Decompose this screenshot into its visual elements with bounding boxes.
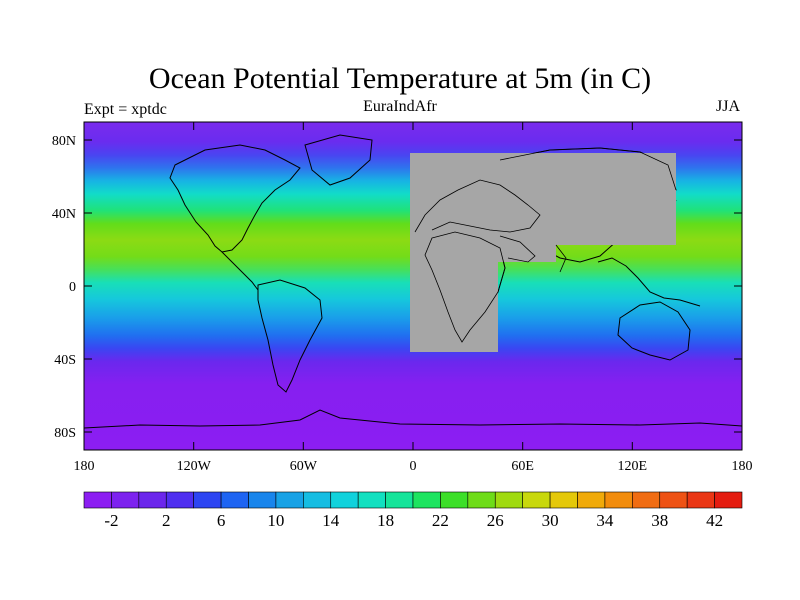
colorbar-swatch xyxy=(165,491,194,509)
colorbar-label: 42 xyxy=(706,511,723,530)
colorbar-swatch xyxy=(248,491,277,509)
coastline-antarctica xyxy=(84,409,742,429)
coastline-south-america xyxy=(257,279,323,393)
lat-tick-label: 40S xyxy=(54,353,76,368)
season-label: JJA xyxy=(715,98,740,115)
colorbar-swatch xyxy=(303,491,332,509)
colorbar-swatch xyxy=(522,491,551,509)
experiment-label: Expt = xptdc xyxy=(84,101,167,118)
lon-tick-label: 0 xyxy=(410,459,417,474)
colorbar-label: 10 xyxy=(267,511,284,530)
lon-ticks xyxy=(83,122,743,450)
coastline-north-america xyxy=(169,144,301,253)
lon-tick-label: 60W xyxy=(290,459,318,474)
coastline-arabia xyxy=(499,235,536,263)
lon-tick-label: 60E xyxy=(511,459,534,474)
colorbar-swatch xyxy=(83,491,112,509)
colorbar-swatch xyxy=(440,491,469,509)
colorbar-swatch xyxy=(604,491,633,509)
coastline-central-america xyxy=(221,251,259,291)
colorbar-label: -2 xyxy=(104,511,118,530)
colorbar-labels: -2 2 6 10 14 18 22 26 30 34 38 42 xyxy=(104,511,723,530)
colorbar-swatch xyxy=(385,491,414,509)
colorbar-swatch xyxy=(577,491,606,509)
colorbar-swatch xyxy=(494,491,523,509)
colorbar-label: 22 xyxy=(432,511,449,530)
chart-title: Ocean Potential Temperature at 5m (in C) xyxy=(148,62,652,95)
colorbar-swatch xyxy=(357,491,386,509)
colorbar-label: 26 xyxy=(487,511,504,530)
colorbar-swatch xyxy=(632,491,661,509)
colorbar-swatch xyxy=(193,491,222,509)
masked-region xyxy=(410,153,676,352)
colorbar-label: 30 xyxy=(542,511,559,530)
region-label: EuraIndAfr xyxy=(363,98,437,115)
masked-coastlines xyxy=(414,147,677,343)
coastline-australia xyxy=(617,301,691,361)
colorbar-swatch xyxy=(659,491,688,509)
coastline-se-asia xyxy=(597,257,701,307)
coastline-europe-masked xyxy=(414,179,541,233)
lat-ticks xyxy=(84,139,742,433)
colorbar-swatch xyxy=(275,491,304,509)
lon-tick-label: 120W xyxy=(177,459,212,474)
colorbar-swatch xyxy=(220,491,249,509)
colorbar-swatch xyxy=(412,491,441,509)
colorbar-label: 38 xyxy=(651,511,668,530)
colorbar-label: 18 xyxy=(377,511,394,530)
colorbar-swatch xyxy=(714,491,743,509)
colorbar-label: 34 xyxy=(596,511,614,530)
colorbar-swatch xyxy=(549,491,578,509)
colorbar-swatch xyxy=(330,491,359,509)
lon-tick-label: 180 xyxy=(732,459,753,474)
colorbar-label: 14 xyxy=(322,511,340,530)
lon-tick-label: 180 xyxy=(74,459,95,474)
lat-tick-label: 40N xyxy=(52,207,76,222)
coastline-greenland xyxy=(304,134,373,186)
coastline-india xyxy=(555,244,567,273)
coastline-africa-masked xyxy=(424,231,506,343)
colorbar-label: 2 xyxy=(162,511,171,530)
lon-tick-label: 120E xyxy=(618,459,648,474)
colorbar xyxy=(83,491,743,509)
coastline-asia-masked xyxy=(499,147,677,191)
colorbar-swatch xyxy=(111,491,140,509)
colorbar-swatch xyxy=(138,491,167,509)
colorbar-label: 6 xyxy=(217,511,226,530)
lat-tick-label: 0 xyxy=(69,280,76,295)
colorbar-swatch xyxy=(686,491,715,509)
lat-tick-label: 80N xyxy=(52,134,76,149)
colorbar-swatch xyxy=(467,491,496,509)
lat-tick-label: 80S xyxy=(54,426,76,441)
